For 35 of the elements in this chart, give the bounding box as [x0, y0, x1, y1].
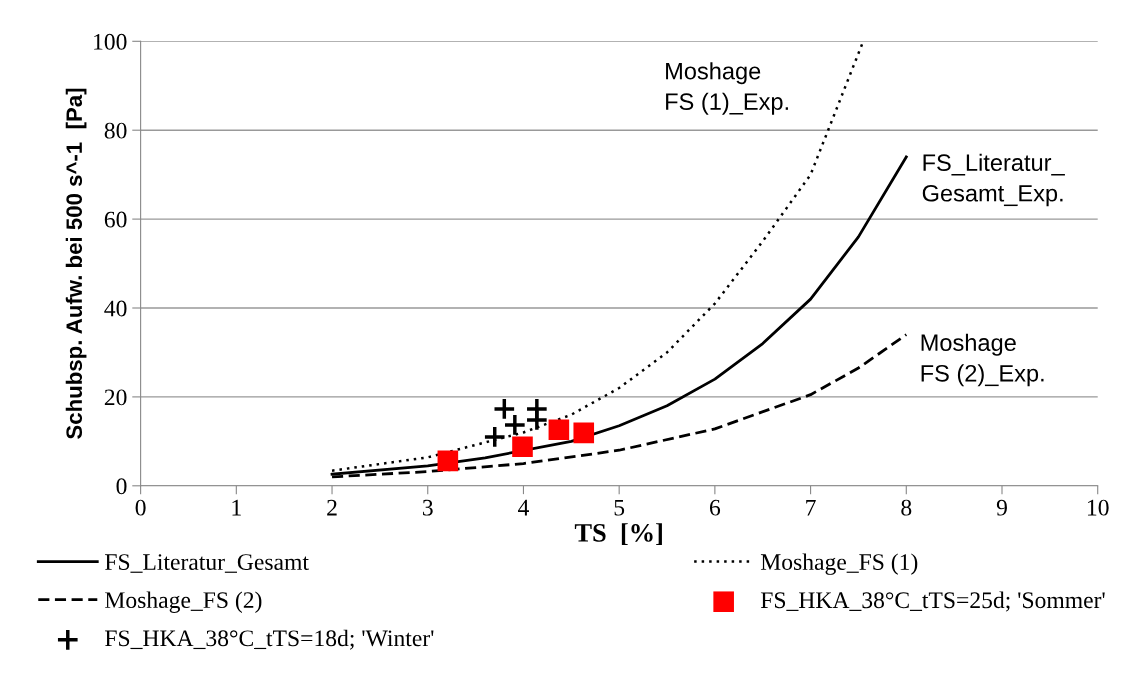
- point: [437, 450, 459, 472]
- y-tick-label: 100: [94, 33, 127, 50]
- y-tick-label: 20: [104, 389, 127, 406]
- point: [548, 419, 570, 441]
- annotation: FS_Literatur_ Gesamt_Exp.: [922, 153, 1065, 207]
- point: [492, 397, 516, 421]
- y-tick-label: 60: [104, 211, 127, 228]
- legend-label: Moshage_FS (2): [105, 591, 262, 613]
- annotation: Moshage FS (1)_Exp.: [666, 62, 788, 115]
- y-tick-label: 0: [116, 478, 127, 495]
- point: [573, 422, 595, 444]
- y-tick-label: 40: [104, 300, 127, 317]
- point: [525, 397, 549, 421]
- y-axis-title: Schubsp. Aufw. bei 500 s^-1 [Pa]: [65, 88, 87, 439]
- point: [503, 413, 527, 437]
- x-tick-label: 5: [614, 499, 625, 516]
- point: [512, 436, 533, 457]
- x-tick-label: 10: [1087, 499, 1109, 516]
- legend-label: FS_HKA_38°C_tTS=25d; 'Sommer': [760, 591, 1105, 612]
- x-tick-label: 7: [806, 499, 816, 516]
- x-tick-label: 1: [232, 499, 241, 516]
- x-tick-label: 0: [135, 499, 146, 516]
- point: [483, 425, 507, 449]
- x-axis-title: TS [%]: [574, 523, 662, 546]
- x-tick-label: 8: [901, 499, 912, 516]
- legend-label: Moshage_FS (1): [760, 553, 918, 575]
- x-tick-label: 6: [709, 499, 721, 516]
- x-tick-label: 4: [518, 499, 529, 516]
- legend-label: FS_HKA_38°C_tTS=18d; 'Winter': [105, 629, 434, 650]
- annotation: Moshage FS (2)_Exp.: [921, 333, 1044, 387]
- x-tick-label: 9: [996, 499, 1007, 516]
- y-tick-label: 80: [104, 122, 127, 139]
- x-tick-label: 3: [422, 499, 433, 516]
- legend-label: FS_Literatur_Gesamt: [105, 554, 309, 573]
- x-tick-label: 2: [327, 499, 337, 516]
